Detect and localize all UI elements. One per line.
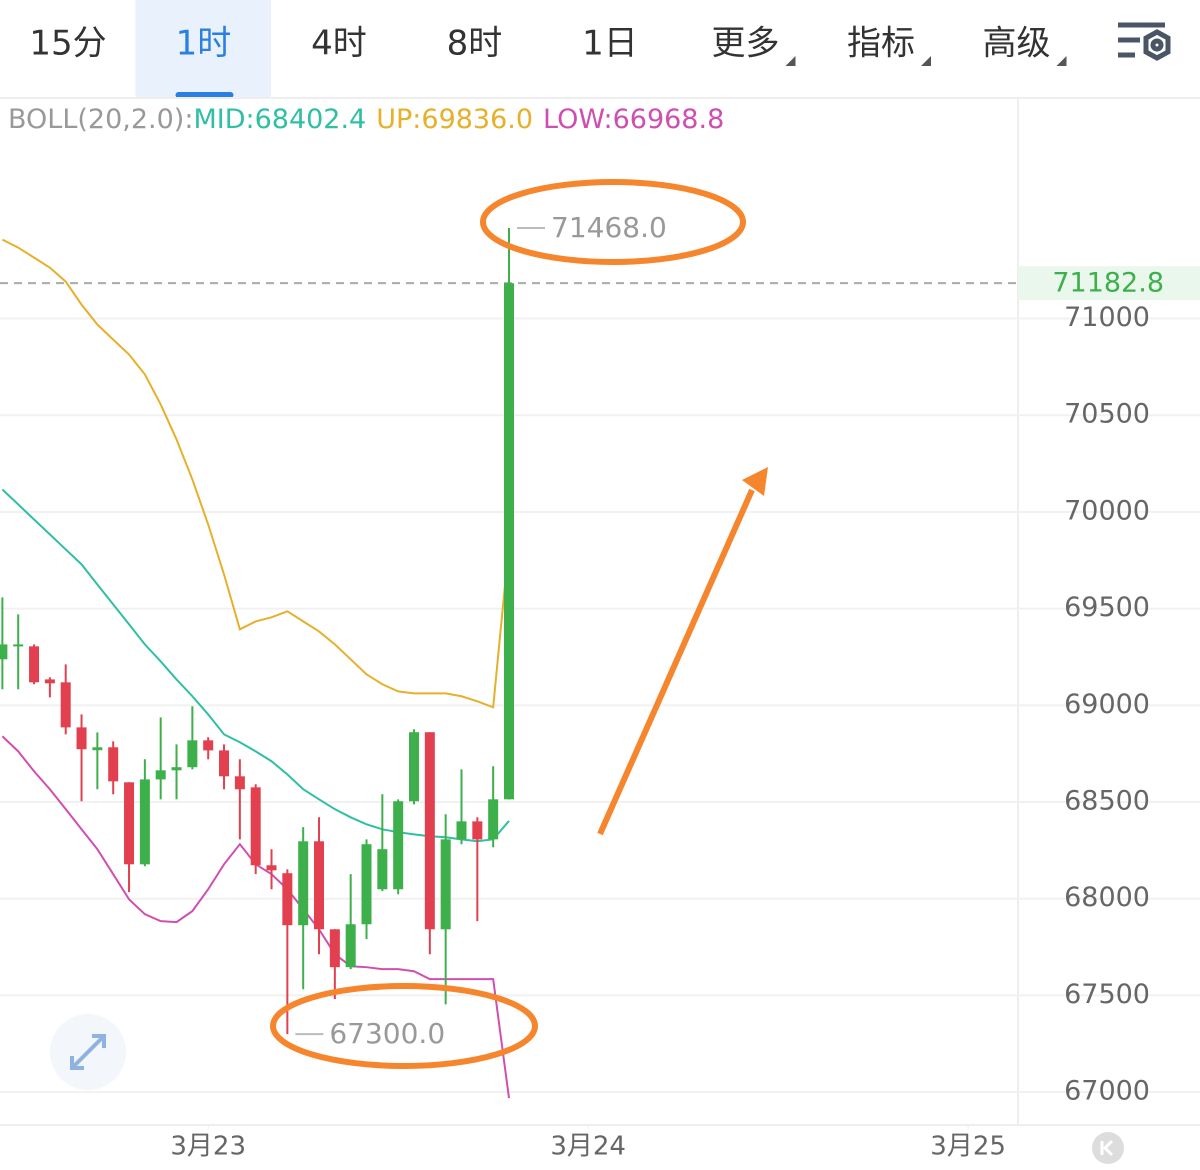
tab[interactable]: 8时 <box>447 24 503 64</box>
settings-icon[interactable] <box>1118 22 1171 61</box>
last-price-label: 71182.8 <box>1052 268 1164 299</box>
candle-body <box>187 740 198 768</box>
x-tick-label: 3月23 <box>170 1132 246 1162</box>
tab[interactable]: 指标 <box>847 24 931 67</box>
candle-body <box>456 821 467 840</box>
candle-body <box>139 779 150 865</box>
tab-label: 1日 <box>582 24 638 64</box>
tab-highlight <box>135 0 271 97</box>
indicator-up: UP:69836.0 <box>376 104 533 135</box>
candle-body <box>234 776 245 790</box>
indicator-name: BOLL(20,2.0): <box>8 104 193 135</box>
y-tick-label: 71000 <box>1064 302 1150 333</box>
candle-body <box>13 644 24 647</box>
x-tick-label: 3月25 <box>930 1132 1006 1162</box>
candle-body <box>124 782 135 865</box>
indicator-low: LOW:66968.8 <box>543 104 724 135</box>
candle-body <box>393 801 404 890</box>
candle-body <box>361 844 372 925</box>
tab-label: 指标 <box>847 24 915 64</box>
candle-body <box>504 283 514 800</box>
dropdown-caret <box>785 56 796 66</box>
tab-label: 8时 <box>447 24 503 64</box>
candle-body <box>266 865 277 871</box>
candle-body <box>92 747 103 751</box>
tab-underline <box>175 92 234 98</box>
candle-body <box>155 770 166 780</box>
dropdown-caret <box>921 56 931 66</box>
candle-body <box>29 646 40 683</box>
candle-body <box>345 924 356 968</box>
scroll-latest-button[interactable] <box>1092 1132 1124 1164</box>
indicator-mid: MID:68402.4 <box>193 104 366 135</box>
candle-body <box>377 849 388 890</box>
candle-body <box>440 839 451 930</box>
candle-body <box>76 727 87 750</box>
candle-body <box>250 787 261 866</box>
dropdown-caret <box>1056 56 1067 66</box>
tab-label: 高级 <box>983 24 1051 64</box>
tab[interactable]: 1时 <box>135 0 272 98</box>
candle-body <box>171 767 182 771</box>
candle-body <box>282 873 293 926</box>
candle-body <box>409 732 420 802</box>
y-tick-label: 69000 <box>1064 689 1150 720</box>
y-tick-label: 68500 <box>1064 786 1150 817</box>
candle-body <box>298 841 309 926</box>
y-tick-label: 69500 <box>1064 592 1150 623</box>
expand-button[interactable] <box>50 1014 126 1090</box>
tab-bar: 15分 1时 4时 8时 1日 更多 指标 高级 <box>29 0 1067 98</box>
candle-body <box>219 750 230 777</box>
candle-body <box>60 682 71 728</box>
y-tick-label: 70500 <box>1064 399 1150 430</box>
candle-body <box>0 644 8 660</box>
candle-body <box>44 679 55 684</box>
annotation <box>270 179 768 1069</box>
candle-body <box>314 841 325 930</box>
candle-body <box>329 929 340 968</box>
tab[interactable]: 15分 <box>29 24 106 64</box>
tab-label: 15分 <box>29 24 106 64</box>
extreme-label: 67300.0 <box>329 1017 445 1050</box>
tab[interactable]: 4时 <box>311 24 367 64</box>
tab-label: 4时 <box>311 24 367 64</box>
candle-body <box>203 740 214 751</box>
candle-body <box>488 799 499 840</box>
candle-body <box>424 732 435 930</box>
candle-body <box>108 747 119 782</box>
tab[interactable]: 高级 <box>983 24 1067 67</box>
tab-label: 更多 <box>712 24 780 64</box>
x-tick-label: 3月24 <box>550 1132 626 1162</box>
candle-body <box>472 821 483 840</box>
y-tick-label: 67500 <box>1064 979 1150 1010</box>
tab[interactable]: 更多 <box>712 24 796 67</box>
y-tick-label: 68000 <box>1064 882 1150 913</box>
extreme-label: 71468.0 <box>551 211 667 244</box>
boll-line <box>1 238 510 709</box>
tab[interactable]: 1日 <box>582 24 638 64</box>
indicator-header: BOLL(20,2.0):MID:68402.4 UP:69836.0 LOW:66… <box>8 104 724 135</box>
y-tick-label: 70000 <box>1064 495 1150 526</box>
y-tick-label: 67000 <box>1064 1076 1150 1107</box>
tab-label: 1时 <box>176 24 232 64</box>
last-price-box <box>1018 266 1200 301</box>
boll-line <box>1 488 510 843</box>
